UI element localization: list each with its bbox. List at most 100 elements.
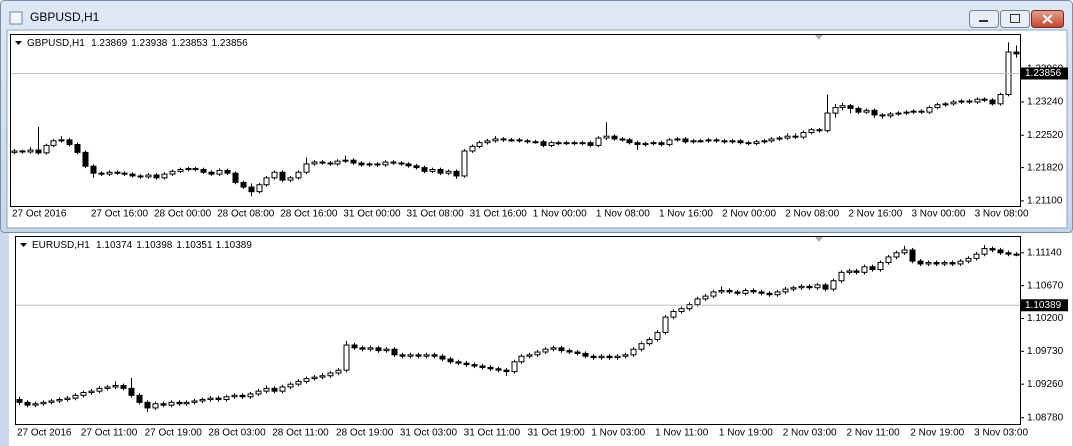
candle-body bbox=[910, 110, 917, 113]
candle-body bbox=[686, 303, 693, 310]
candle-body bbox=[476, 142, 483, 147]
candle-body bbox=[351, 344, 358, 349]
candle-body bbox=[40, 401, 47, 405]
candle-body bbox=[256, 184, 263, 193]
candle-body bbox=[768, 138, 775, 142]
candle-body bbox=[153, 174, 160, 179]
window-buttons[interactable] bbox=[969, 10, 1064, 28]
candle-body bbox=[471, 364, 478, 367]
candle-body bbox=[334, 160, 341, 165]
candle-body bbox=[177, 168, 184, 172]
candle-body bbox=[120, 385, 127, 389]
candle-body bbox=[48, 400, 55, 403]
symbol: GBPUSD,H1 bbox=[27, 38, 85, 49]
candle-body bbox=[90, 165, 97, 174]
candle-body bbox=[761, 140, 768, 143]
candle-body bbox=[223, 396, 230, 401]
candle-body bbox=[989, 248, 996, 251]
candle-body bbox=[24, 401, 31, 406]
candle-body bbox=[303, 163, 310, 173]
x-tick-label: 1 Nov 11:00 bbox=[655, 428, 709, 439]
shift-marker bbox=[815, 35, 823, 40]
candle-body bbox=[231, 394, 238, 398]
candle-body bbox=[208, 171, 215, 175]
candle-body bbox=[702, 295, 709, 300]
candle-body bbox=[358, 162, 365, 166]
candle-body bbox=[718, 290, 725, 293]
candle-body bbox=[548, 142, 555, 146]
candle-body bbox=[271, 387, 278, 392]
candle-body bbox=[160, 403, 167, 406]
x-tick-label: 27 Oct 2016 bbox=[12, 209, 67, 220]
candle-body bbox=[479, 365, 486, 368]
candle-body bbox=[50, 140, 57, 146]
candle-body bbox=[383, 348, 390, 352]
x-tick-label: 27 Oct 11:00 bbox=[81, 428, 138, 439]
candle-body bbox=[550, 347, 557, 350]
candle-body bbox=[737, 140, 744, 144]
y-tick-label: 1.22520 bbox=[1027, 130, 1064, 141]
x-tick-label: 27 Oct 16:00 bbox=[91, 209, 149, 220]
candle-body bbox=[974, 98, 981, 103]
maximize-button[interactable] bbox=[1000, 10, 1030, 28]
candle-body bbox=[350, 159, 357, 164]
candle-body bbox=[74, 144, 81, 153]
candle-body bbox=[311, 376, 318, 380]
x-tick-label: 1 Nov 08:00 bbox=[596, 209, 650, 220]
candle-body bbox=[58, 139, 65, 142]
candle-body bbox=[784, 135, 791, 139]
candle-body bbox=[997, 249, 1004, 254]
y-tick-label: 1.10670 bbox=[1027, 280, 1064, 291]
header-arrow bbox=[15, 41, 22, 45]
candle-body bbox=[603, 135, 610, 139]
candle-body bbox=[484, 140, 491, 144]
candle-body bbox=[495, 368, 502, 371]
candle-body bbox=[398, 162, 405, 165]
candle-body bbox=[327, 162, 334, 165]
candle-body bbox=[287, 383, 294, 388]
candle-body bbox=[774, 291, 781, 296]
candle-body bbox=[909, 249, 916, 262]
x-tick-label: 31 Oct 19:00 bbox=[527, 428, 585, 439]
candle-body bbox=[646, 338, 653, 345]
candle-body bbox=[343, 344, 350, 371]
candle-body bbox=[824, 112, 831, 132]
candle-body bbox=[582, 352, 589, 357]
candle-body bbox=[431, 354, 438, 357]
y-tick-label: 1.08780 bbox=[1027, 412, 1064, 423]
plot-area bbox=[15, 236, 1021, 425]
candle-body bbox=[224, 169, 231, 174]
candle-body bbox=[526, 354, 533, 357]
minimize-button[interactable] bbox=[969, 10, 999, 28]
candle-body bbox=[183, 401, 190, 405]
candle-body bbox=[721, 140, 728, 143]
candle-body bbox=[240, 181, 247, 188]
candle-body bbox=[524, 140, 531, 143]
candle-body bbox=[806, 285, 813, 289]
candle-body bbox=[445, 170, 452, 174]
candle-body bbox=[690, 140, 697, 143]
candle-body bbox=[263, 177, 270, 186]
candle-body bbox=[136, 394, 143, 403]
y-tick-label: 1.11140 bbox=[1027, 247, 1062, 258]
candle-body bbox=[965, 257, 972, 262]
candle-body bbox=[989, 99, 996, 105]
candle-body bbox=[327, 372, 334, 377]
y-tick-label: 1.21820 bbox=[1027, 162, 1064, 173]
y-tick-label: 1.21100 bbox=[1027, 196, 1063, 207]
candle-body bbox=[232, 172, 239, 183]
candle-body bbox=[670, 310, 677, 318]
candle-body bbox=[56, 399, 63, 402]
candle-body bbox=[650, 142, 657, 145]
candle-body bbox=[885, 256, 892, 264]
quote-low: 1.10351 bbox=[176, 240, 213, 251]
candle-body bbox=[949, 262, 956, 265]
candle-body bbox=[461, 150, 468, 177]
candle-body bbox=[375, 347, 382, 352]
candle-body bbox=[579, 142, 586, 145]
candle-body bbox=[82, 151, 89, 167]
candle-body bbox=[413, 165, 420, 169]
candle-body bbox=[247, 393, 254, 398]
